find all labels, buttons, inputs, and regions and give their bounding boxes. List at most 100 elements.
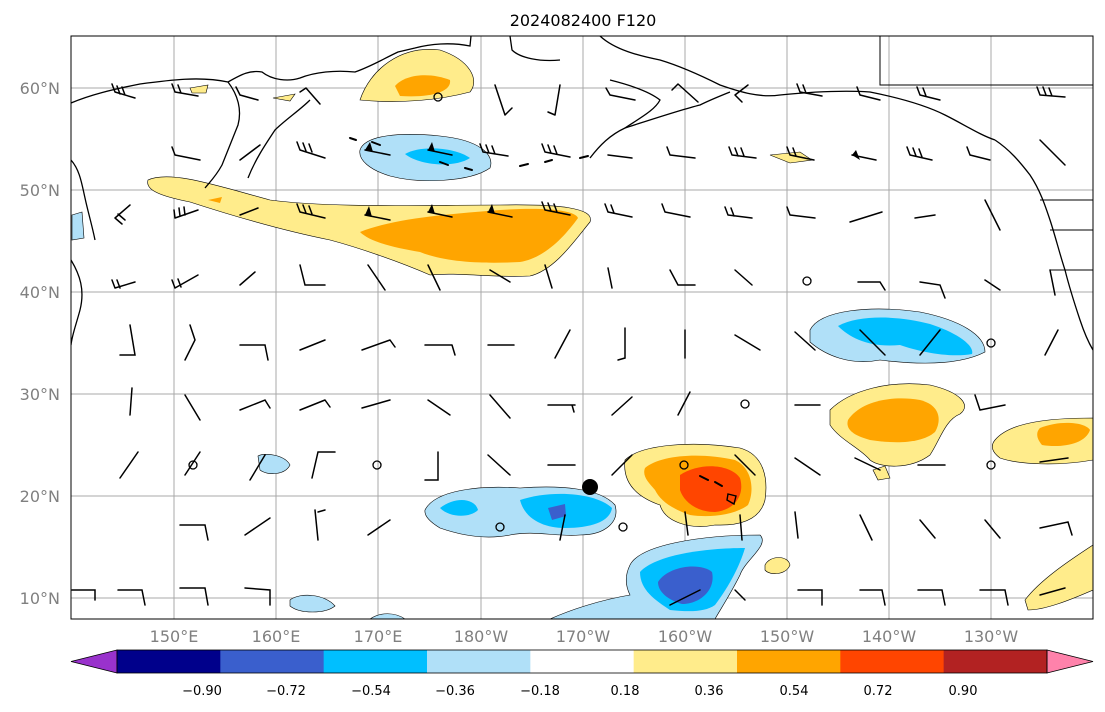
- lat-label: 30°N: [20, 385, 60, 404]
- wind-barb: [296, 203, 326, 219]
- wind-barbs: [71, 83, 1073, 606]
- wind-barb: [734, 269, 753, 286]
- wind-barb: [171, 274, 199, 289]
- colorbar-segment: [840, 650, 945, 673]
- lat-label: 50°N: [20, 181, 60, 200]
- coastline-chukotka: [509, 36, 561, 62]
- wind-barb: [184, 451, 201, 476]
- calm-circle: [372, 460, 382, 470]
- coastline-okhotsk: [247, 99, 311, 179]
- colorbar-tick-labels: −0.90 −0.72 −0.54 −0.36 −0.18 0.18 0.36 …: [182, 684, 977, 699]
- coastline-kamchatka: [204, 81, 241, 189]
- wind-barb: [917, 589, 946, 606]
- coastline-sakhalin: [71, 159, 96, 241]
- wind-barb: [184, 394, 201, 421]
- calm-circle: [188, 460, 198, 470]
- wind-barb: [734, 84, 749, 103]
- wind-barb: [859, 514, 873, 541]
- lon-label: 170°E: [354, 627, 403, 646]
- lon-label: 160°W: [658, 627, 713, 646]
- map-panel: [70, 35, 1094, 620]
- colorbar-segment: [117, 650, 221, 673]
- wind-barb: [239, 144, 261, 161]
- colorbar: −0.90 −0.72 −0.54 −0.36 −0.18 0.18 0.36 …: [70, 649, 1094, 699]
- wind-barb: [734, 334, 761, 351]
- wind-barb: [919, 519, 936, 539]
- wind-barb: [849, 211, 883, 223]
- wind-barb: [299, 264, 326, 286]
- wind-barb: [669, 589, 701, 606]
- wind-barb: [547, 84, 561, 116]
- wind-barb: [1036, 86, 1066, 98]
- negative-core-central-west: [440, 499, 478, 516]
- positive-region-small: [272, 93, 296, 102]
- wind-barb: [605, 87, 636, 101]
- wind-barb: [919, 329, 941, 356]
- wind-barb: [728, 146, 757, 159]
- wind-barb: [239, 399, 271, 411]
- colorbar-segment: [633, 650, 738, 673]
- negative-region-small-south: [289, 594, 336, 613]
- wind-barb: [984, 519, 1001, 539]
- wind-barb: [734, 589, 746, 601]
- wind-barb: [974, 394, 1006, 411]
- positive-region-small-3: [764, 557, 791, 574]
- wind-barb: [129, 387, 133, 416]
- calm-circle: [679, 460, 689, 470]
- negative-region-small-west: [257, 454, 291, 474]
- wind-barb: [607, 154, 633, 159]
- colorbar-segments: [70, 649, 1094, 674]
- wind-barb: [857, 281, 886, 291]
- lat-label: 60°N: [20, 79, 60, 98]
- wind-barb: [361, 399, 391, 409]
- wind-barb: [794, 511, 799, 539]
- wind-barb: [984, 279, 1001, 291]
- wind-barb: [854, 457, 881, 471]
- pennant: [428, 204, 435, 214]
- wind-barb: [311, 451, 336, 479]
- positive-core-bering: [395, 75, 451, 97]
- wind-barb: [71, 589, 96, 601]
- wind-barb: [1039, 521, 1073, 536]
- pennant: [428, 142, 435, 152]
- wind-barb: [239, 271, 256, 286]
- wind-barb: [114, 204, 131, 225]
- coastline-japan: [71, 259, 83, 346]
- calm-circle: [802, 276, 812, 286]
- wind-barb: [424, 344, 456, 356]
- wind-barb: [979, 589, 1009, 606]
- wind-barb: [684, 511, 689, 536]
- wind-barb: [367, 519, 391, 536]
- coastline-northwest-america: [994, 139, 1093, 351]
- wind-barb: [111, 83, 136, 99]
- wind-barb: [179, 587, 209, 606]
- wind-barb: [604, 203, 633, 218]
- wind-barb: [489, 394, 511, 419]
- wind-barb: [786, 206, 816, 219]
- wind-barb: [786, 146, 815, 161]
- map-frame: [70, 35, 1094, 620]
- wind-barb: [296, 141, 326, 159]
- border-states: [1040, 199, 1093, 271]
- lon-label: 150°W: [760, 627, 815, 646]
- wind-barb: [487, 454, 511, 476]
- colorbar-extend-high: [1046, 649, 1094, 674]
- colorbar-segment: [530, 650, 635, 673]
- wind-barb: [559, 514, 566, 541]
- wind-barb: [671, 83, 699, 103]
- wind-barb: [797, 589, 823, 606]
- wind-barb: [916, 86, 941, 101]
- wind-barb: [1039, 587, 1066, 596]
- colorbar-segment: [323, 650, 428, 673]
- wind-barb: [235, 86, 259, 101]
- lat-label: 10°N: [20, 589, 60, 608]
- border-canada: [879, 36, 1093, 86]
- wind-barb: [479, 143, 509, 157]
- colorbar-tick-label: 0.18: [611, 684, 640, 699]
- wind-barb: [859, 329, 886, 356]
- lon-label: 140°W: [862, 627, 917, 646]
- wind-barb: [1049, 269, 1056, 296]
- negative-core-aleutian: [405, 148, 470, 165]
- storm-center-marker: [582, 479, 598, 495]
